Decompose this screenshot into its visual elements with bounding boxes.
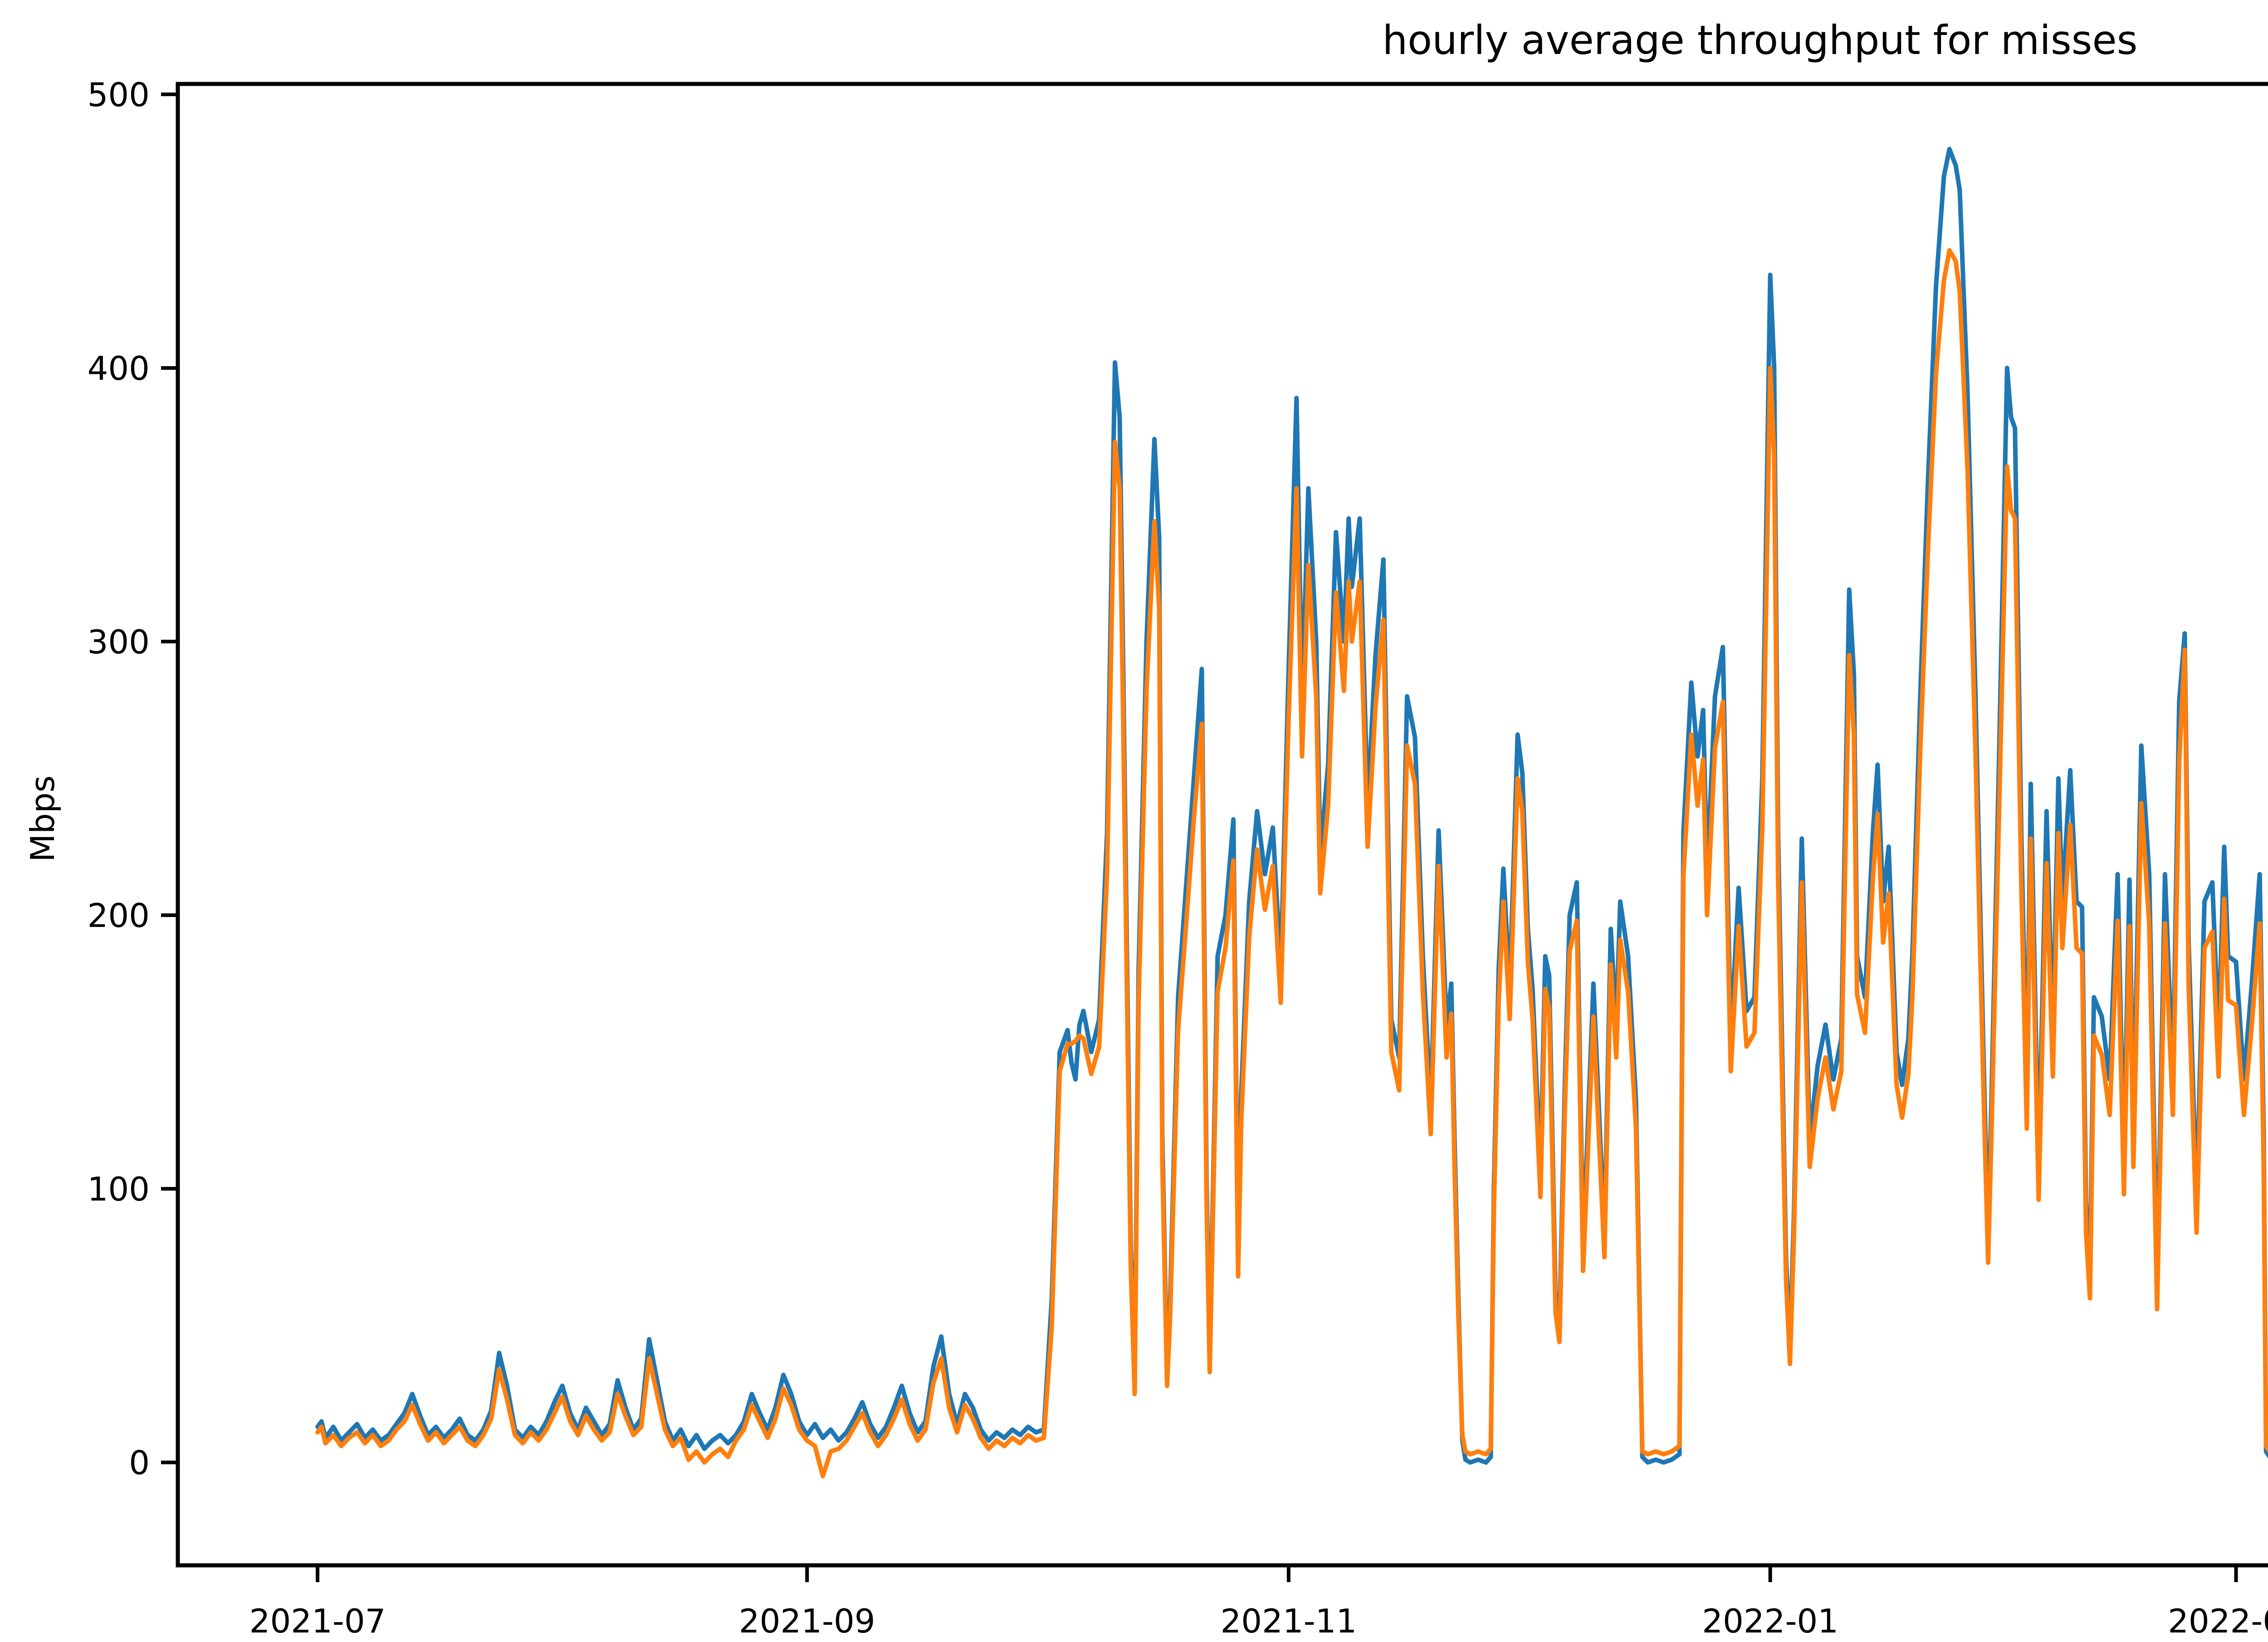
- y-tick-label: 400: [88, 349, 150, 387]
- y-tick-label: 300: [88, 623, 150, 661]
- chart-title: hourly average throughput for misses: [1382, 17, 2138, 64]
- axes-spines: [176, 82, 2268, 1568]
- x-tick-label: 2021-11: [1220, 1602, 1357, 1640]
- x-tick-label: 2022-03: [2168, 1602, 2268, 1640]
- y-tick-label: 0: [129, 1444, 150, 1482]
- y-tick-label: 500: [88, 76, 150, 114]
- y-tick-label: 100: [88, 1170, 150, 1208]
- x-tick-label: 2021-07: [249, 1602, 386, 1640]
- x-tick-label: 2022-01: [1702, 1602, 1838, 1640]
- series-line-training-set-prediction: [315, 248, 2268, 1479]
- x-tick-label: 2021-09: [739, 1602, 875, 1640]
- y-tick-label: 200: [88, 897, 150, 935]
- y-axis-label: Mbps: [24, 775, 62, 862]
